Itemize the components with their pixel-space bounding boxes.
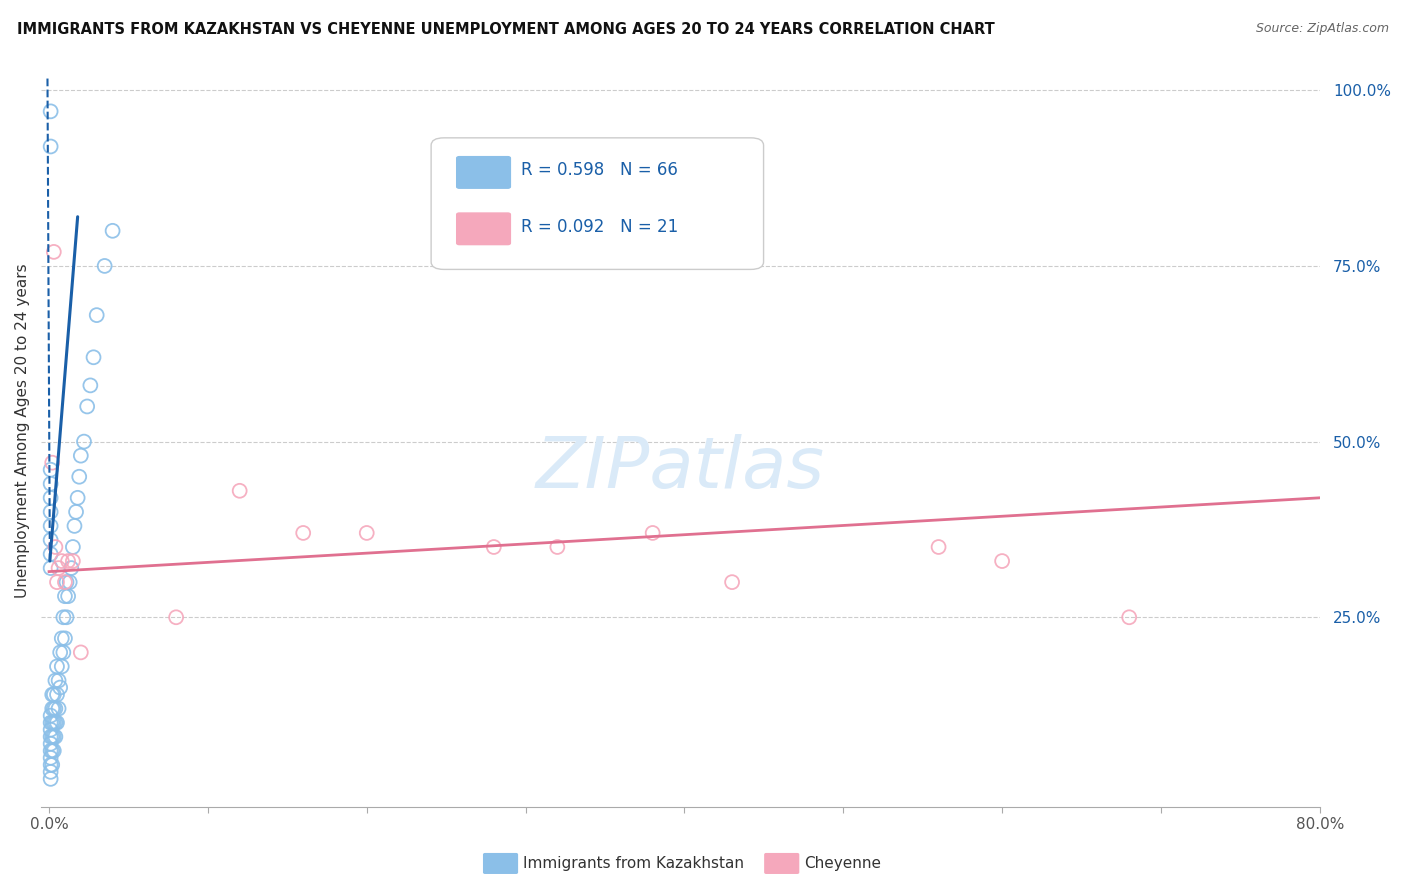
Point xyxy=(51,554,73,568)
Text: Immigrants from Kazakhstan: Immigrants from Kazakhstan xyxy=(523,856,744,871)
Point xyxy=(292,525,315,540)
Point xyxy=(721,575,744,590)
Point xyxy=(39,757,62,772)
Text: IMMIGRANTS FROM KAZAKHSTAN VS CHEYENNE UNEMPLOYMENT AMONG AGES 20 TO 24 YEARS CO: IMMIGRANTS FROM KAZAKHSTAN VS CHEYENNE U… xyxy=(17,22,994,37)
Point xyxy=(42,744,65,758)
Point xyxy=(39,561,62,575)
Point xyxy=(62,554,84,568)
Point xyxy=(41,730,63,744)
Text: Cheyenne: Cheyenne xyxy=(804,856,882,871)
Text: R = 0.598   N = 66: R = 0.598 N = 66 xyxy=(520,161,678,179)
Point xyxy=(53,632,76,646)
Point xyxy=(59,575,82,590)
Point xyxy=(53,575,76,590)
Point xyxy=(44,701,66,715)
Point xyxy=(39,547,62,561)
Point xyxy=(49,645,72,659)
FancyBboxPatch shape xyxy=(457,157,510,188)
Point xyxy=(69,645,91,659)
Point xyxy=(79,378,101,392)
Point xyxy=(41,744,63,758)
Point xyxy=(69,449,91,463)
Text: Source: ZipAtlas.com: Source: ZipAtlas.com xyxy=(1256,22,1389,36)
Point xyxy=(39,533,62,547)
Point xyxy=(56,589,79,603)
Point xyxy=(52,610,75,624)
Point xyxy=(53,589,76,603)
Text: ZIPatlas: ZIPatlas xyxy=(536,434,825,503)
Point xyxy=(39,764,62,779)
Point xyxy=(39,723,62,737)
Point xyxy=(546,540,568,554)
Point xyxy=(67,469,90,483)
Point xyxy=(39,744,62,758)
Point xyxy=(41,701,63,715)
Point xyxy=(46,715,69,730)
Point xyxy=(83,351,105,365)
Point xyxy=(39,104,62,119)
Point xyxy=(39,505,62,519)
Point xyxy=(39,491,62,505)
Point xyxy=(228,483,250,498)
Point xyxy=(39,715,62,730)
FancyBboxPatch shape xyxy=(432,138,763,269)
Point xyxy=(56,554,79,568)
Point xyxy=(928,540,950,554)
Point xyxy=(39,772,62,786)
Point xyxy=(42,244,65,259)
Point xyxy=(44,730,66,744)
Point xyxy=(39,737,62,751)
Point xyxy=(41,715,63,730)
Point xyxy=(42,730,65,744)
Point xyxy=(55,575,77,590)
Point xyxy=(46,688,69,702)
Point xyxy=(65,505,87,519)
Point xyxy=(55,610,77,624)
Point xyxy=(86,308,108,322)
Point xyxy=(39,519,62,533)
Point xyxy=(46,575,69,590)
Point xyxy=(356,525,378,540)
Point xyxy=(52,645,75,659)
Point xyxy=(641,525,664,540)
Point xyxy=(482,540,505,554)
Point xyxy=(165,610,187,624)
Point xyxy=(48,673,70,688)
Point xyxy=(41,688,63,702)
Point xyxy=(62,540,84,554)
Point xyxy=(42,688,65,702)
Point xyxy=(63,519,86,533)
Point xyxy=(73,434,96,449)
Point xyxy=(44,673,66,688)
Text: R = 0.092   N = 21: R = 0.092 N = 21 xyxy=(520,218,678,235)
Point xyxy=(1118,610,1140,624)
Point xyxy=(39,751,62,765)
Point xyxy=(41,456,63,470)
Point xyxy=(51,659,73,673)
Point xyxy=(41,757,63,772)
Point xyxy=(44,715,66,730)
Point xyxy=(39,708,62,723)
Point xyxy=(42,715,65,730)
Point xyxy=(39,139,62,153)
Point xyxy=(51,632,73,646)
Point xyxy=(39,463,62,477)
Point xyxy=(60,561,83,575)
Point xyxy=(991,554,1014,568)
Point xyxy=(42,701,65,715)
Point xyxy=(46,659,69,673)
Y-axis label: Unemployment Among Ages 20 to 24 years: Unemployment Among Ages 20 to 24 years xyxy=(15,264,30,599)
Point xyxy=(76,400,98,414)
Point xyxy=(101,224,124,238)
Point xyxy=(48,561,70,575)
Point xyxy=(93,259,115,273)
Point xyxy=(44,540,66,554)
Point xyxy=(49,681,72,695)
Point xyxy=(66,491,89,505)
Point xyxy=(39,730,62,744)
Point xyxy=(48,701,70,715)
Point xyxy=(39,476,62,491)
FancyBboxPatch shape xyxy=(457,213,510,244)
